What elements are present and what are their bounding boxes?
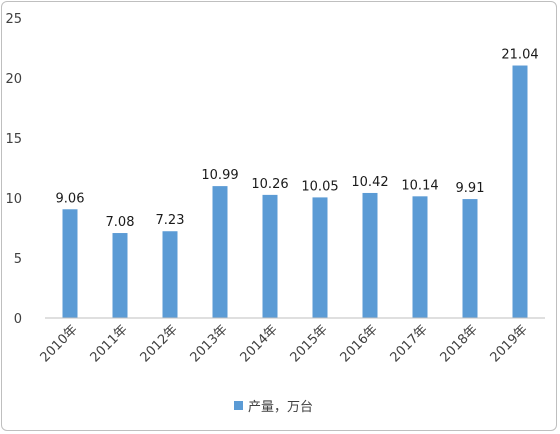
- data-label: 10.05: [301, 179, 338, 194]
- x-tick-label: 2018年: [438, 322, 481, 365]
- bar: [412, 196, 428, 318]
- x-tick-label: 2019年: [488, 322, 531, 365]
- data-label: 9.06: [56, 191, 85, 206]
- bar: [212, 186, 228, 318]
- data-label: 9.91: [456, 181, 485, 196]
- x-tick-label: 2011年: [88, 322, 131, 365]
- legend-label: 产量，万台: [248, 400, 313, 415]
- legend: 产量，万台: [234, 400, 313, 415]
- y-tick-label: 15: [5, 132, 22, 147]
- bar: [512, 65, 528, 319]
- data-label: 10.99: [201, 168, 238, 183]
- legend-swatch: [234, 401, 243, 410]
- bar: [312, 197, 328, 318]
- x-tick-label: 2016年: [338, 322, 381, 365]
- data-labels: 9.06 7.08 7.23 10.99 10.26 10.05 10.42 10.14 9.9…: [56, 48, 539, 231]
- x-tick-label: 2014年: [238, 322, 281, 365]
- y-tick-label: 0: [14, 312, 22, 327]
- y-tick-label: 25: [5, 12, 22, 27]
- x-axis-categories: 2010年 2011年 2012年 2013年 2014年 2015年 2016年 2017年…: [38, 322, 531, 365]
- x-tick-label: 2013年: [188, 322, 231, 365]
- x-tick-label: 2017年: [388, 322, 431, 365]
- x-tick-label: 2015年: [288, 322, 331, 365]
- data-label: 7.23: [156, 213, 185, 228]
- bar: [362, 192, 378, 318]
- data-label: 10.14: [401, 178, 438, 193]
- bars: [62, 65, 528, 319]
- data-label: 10.42: [351, 175, 388, 190]
- bar: [62, 209, 78, 318]
- y-tick-label: 5: [14, 252, 22, 267]
- bar: [462, 199, 478, 318]
- y-tick-label: 20: [5, 72, 22, 87]
- y-axis-ticks: 0 5 10 15 20 25: [5, 12, 22, 327]
- x-tick-label: 2012年: [138, 322, 181, 365]
- bar: [162, 231, 178, 318]
- data-label: 10.26: [251, 177, 288, 192]
- y-tick-label: 10: [5, 192, 22, 207]
- bar: [262, 194, 278, 318]
- bar: [112, 233, 128, 318]
- x-tick-label: 2010年: [38, 322, 81, 365]
- data-label: 7.08: [106, 215, 135, 230]
- data-label: 21.04: [501, 48, 538, 63]
